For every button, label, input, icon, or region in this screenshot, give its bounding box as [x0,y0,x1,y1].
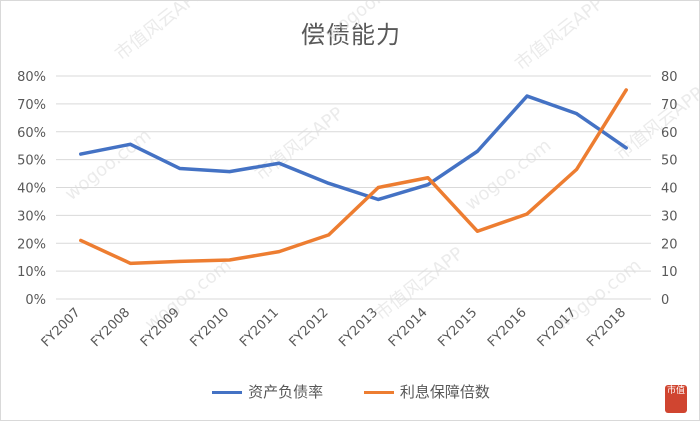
data-point-1 [575,167,579,171]
data-point-1 [228,258,232,262]
data-point-1 [525,212,529,216]
legend-item-debt-ratio: 资产负债率 [212,381,323,402]
data-point-1 [327,233,331,237]
x-tick-label: FY2015 [435,305,480,350]
data-point-1 [178,259,182,263]
data-point-1 [624,88,628,92]
data-point-0 [178,167,182,171]
y-right-tick-label: 60 [661,126,678,141]
watermark-text: 市值风云APP [511,1,608,75]
series-line-1 [79,88,628,266]
watermark-text: wogoo.com [61,125,155,205]
y-left-tick-label: 50% [17,154,46,169]
watermark-text: 市值风云APP [111,1,208,65]
y-left-tick-label: 10% [17,265,46,280]
y-right-tick-label: 10 [661,265,678,280]
x-tick-label: FY2007 [39,305,84,350]
data-point-0 [426,183,430,187]
data-point-0 [624,146,628,150]
y-right-tick-label: 30 [661,209,678,224]
data-point-0 [475,149,479,153]
brand-seal: 市值 [665,385,687,413]
legend-swatch-debt-ratio [212,391,243,394]
y-right-tick-label: 80 [661,70,678,85]
y-left-tick-label: 0% [25,293,46,308]
data-point-1 [79,238,83,242]
y-left-tick-label: 80% [17,70,46,85]
watermark-text: wogoo.com [321,1,415,45]
legend-swatch-interest-coverage [363,391,394,394]
data-point-1 [128,261,132,265]
y-left-tick-label: 60% [17,126,46,141]
legend-label-interest-coverage: 利息保障倍数 [399,383,490,401]
legend-label-debt-ratio: 资产负债率 [248,383,324,401]
y-left-tick-label: 70% [17,98,46,113]
y-right-tick-label: 20 [661,237,678,252]
x-tick-label: FY2016 [485,305,530,350]
data-point-1 [426,176,430,180]
data-point-0 [79,152,83,156]
data-point-0 [376,197,380,201]
data-point-1 [277,250,281,254]
x-tick-label: FY2012 [287,305,332,350]
series-line-0 [79,94,628,202]
data-point-0 [228,170,232,174]
data-point-0 [277,161,281,165]
x-tick-label: FY2010 [187,305,232,350]
y-right-tick-label: 40 [661,182,678,197]
chart-title: 偿债能力 [301,21,401,49]
seal-text: 市值 [666,386,685,396]
legend-item-interest-coverage: 利息保障倍数 [363,381,490,402]
data-point-1 [475,229,479,233]
y-right-tick-label: 70 [661,98,678,113]
chart-legend: 资产负债率 利息保障倍数 [1,381,700,402]
y-right-tick-label: 50 [661,154,678,169]
data-point-1 [376,186,380,189]
data-point-0 [327,181,331,185]
data-point-0 [128,142,132,146]
x-tick-label: FY2011 [237,305,282,350]
y-right-tick-label: 0 [661,293,669,308]
data-point-0 [575,112,579,116]
x-tick-label: FY2013 [336,305,381,350]
y-left-tick-label: 40% [17,182,46,197]
data-point-0 [525,94,529,98]
y-left-tick-label: 20% [17,237,46,252]
y-left-tick-label: 30% [17,209,46,224]
x-tick-label: FY2008 [88,305,133,350]
